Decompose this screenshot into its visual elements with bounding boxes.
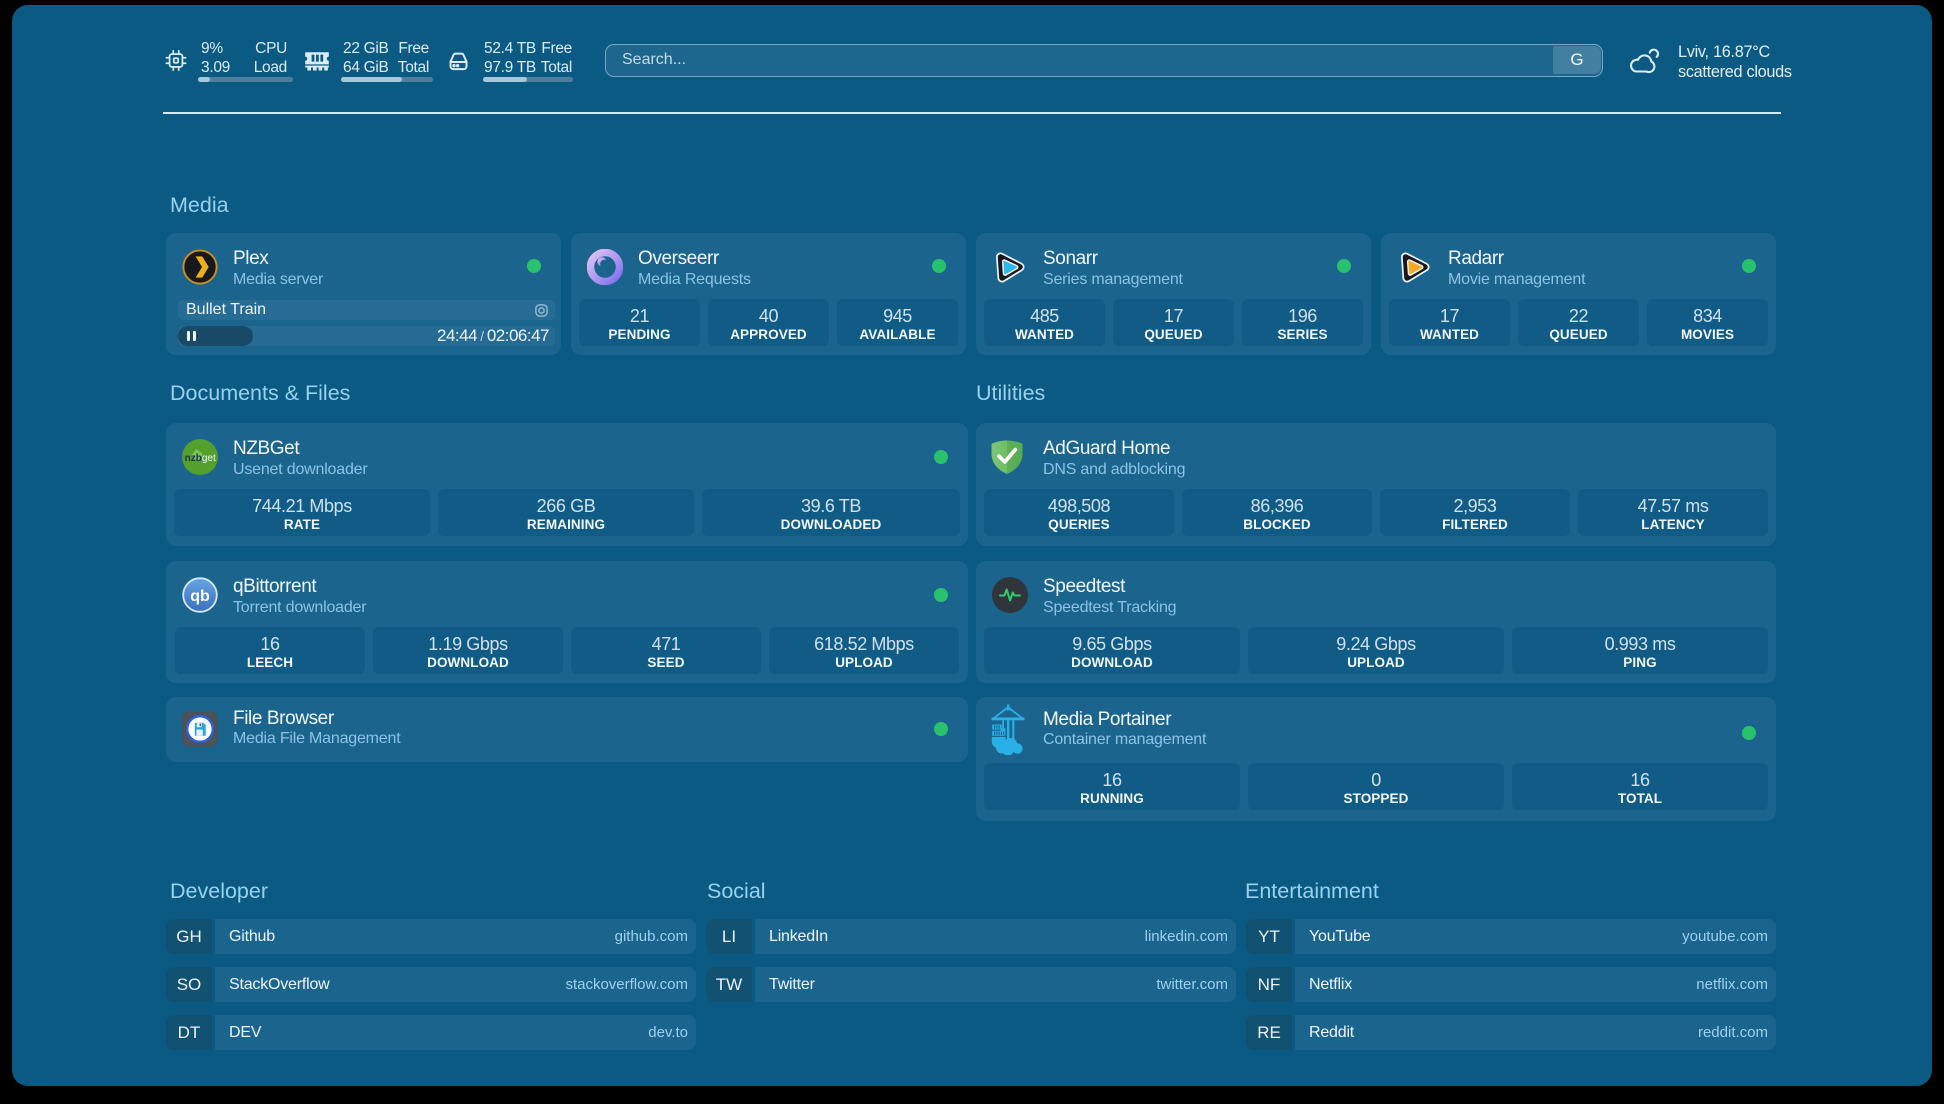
svg-text:qb: qb — [190, 588, 210, 605]
svg-text:nzbget: nzbget — [185, 453, 216, 464]
